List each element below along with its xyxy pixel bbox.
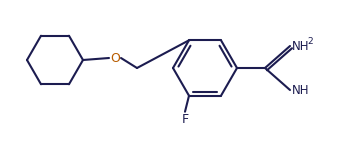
Text: O: O <box>110 51 120 64</box>
Text: F: F <box>181 113 189 126</box>
Text: NH: NH <box>292 39 310 52</box>
Text: 2: 2 <box>307 36 313 45</box>
Text: NH: NH <box>292 84 310 96</box>
